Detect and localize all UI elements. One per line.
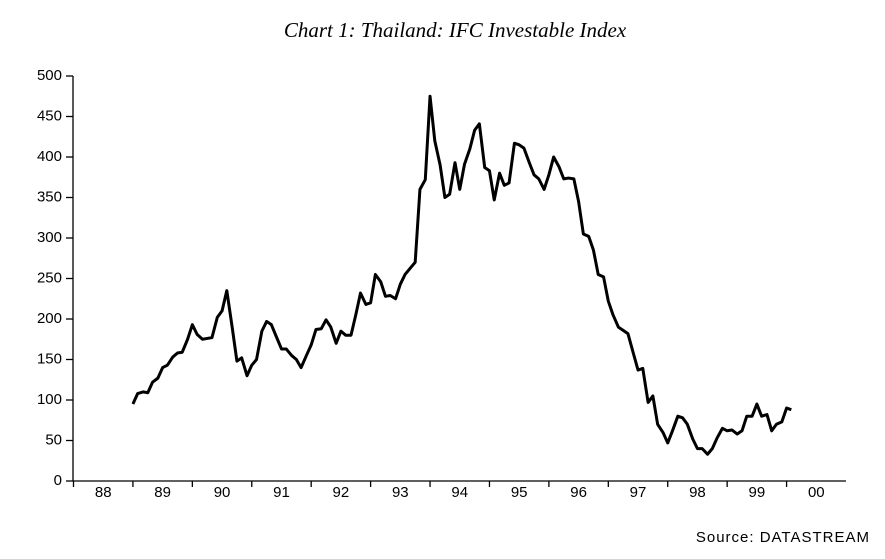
x-tick-label: 89 (154, 484, 171, 501)
y-tick-label: 250 (37, 269, 62, 286)
x-tick-label: 95 (511, 484, 528, 501)
index-line (131, 94, 792, 456)
x-tick-label: 98 (689, 484, 706, 501)
x-tick-label: 99 (749, 484, 766, 501)
y-tick-label: 50 (45, 431, 62, 448)
y-tick-label: 450 (37, 107, 62, 124)
source-note: Source: DATASTREAM (696, 529, 870, 546)
x-tick-label: 88 (95, 484, 112, 501)
x-tick-label: 93 (392, 484, 409, 501)
x-tick-label: 91 (273, 484, 290, 501)
y-tick-label: 200 (37, 310, 62, 327)
x-tick-label: 94 (451, 484, 468, 501)
x-tick-label: 97 (630, 484, 647, 501)
x-tick-label: 92 (333, 484, 350, 501)
x-tick-label: 96 (570, 484, 587, 501)
y-tick-label: 150 (37, 350, 62, 367)
y-tick-label: 300 (37, 229, 62, 246)
y-tick-label: 500 (37, 67, 62, 84)
x-tick-label: 90 (214, 484, 231, 501)
y-tick-label: 100 (37, 391, 62, 408)
y-tick-label: 400 (37, 148, 62, 165)
chart-title: Chart 1: Thailand: IFC Investable Index (284, 18, 627, 42)
x-tick-label: 00 (808, 484, 825, 501)
y-tick-label: 0 (54, 472, 62, 489)
y-tick-label: 350 (37, 188, 62, 205)
